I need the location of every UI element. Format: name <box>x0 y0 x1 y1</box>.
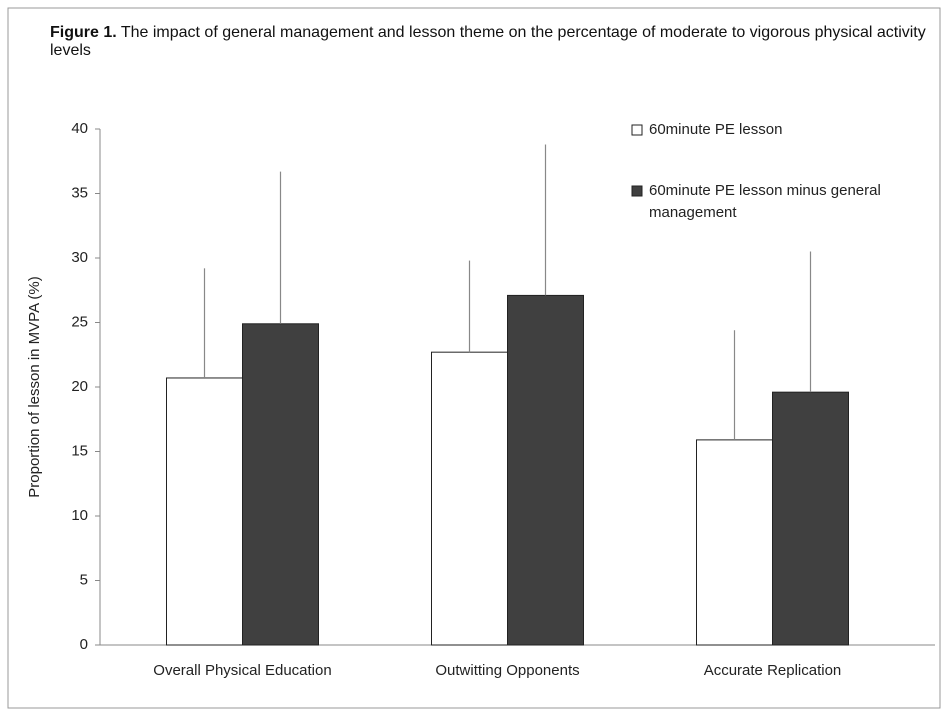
y-tick-label: 40 <box>71 120 88 137</box>
bar <box>431 351 508 646</box>
legend-swatch <box>631 185 643 197</box>
y-axis-label: Proportion of lesson in MVPA (%) <box>26 276 43 497</box>
x-tick-label: Overall Physical Education <box>153 662 331 679</box>
bar <box>507 294 584 646</box>
y-tick-label: 5 <box>80 571 88 588</box>
title: Figure 1. The impact of general manageme… <box>50 24 930 60</box>
bar <box>772 391 849 646</box>
y-tick-label: 15 <box>71 442 88 459</box>
y-tick-label: 10 <box>71 507 88 524</box>
legend-swatch <box>631 124 643 136</box>
y-tick-label: 0 <box>80 636 88 653</box>
y-tick-label: 35 <box>71 184 88 201</box>
title-text: The impact of general management and les… <box>50 24 926 59</box>
bar <box>696 439 773 646</box>
title-prefix: Figure 1. <box>50 24 117 41</box>
y-tick-label: 25 <box>71 313 88 330</box>
y-tick-label: 20 <box>71 378 88 395</box>
x-tick-label: Accurate Replication <box>704 662 842 679</box>
legend-label: 60minute PE lesson <box>649 121 783 138</box>
bar <box>166 377 243 646</box>
bar <box>242 323 319 646</box>
x-tick-label: Outwitting Opponents <box>435 662 579 679</box>
legend-label: 60minute PE lesson minus general managem… <box>649 182 881 221</box>
frame <box>7 7 941 709</box>
y-tick-label: 30 <box>71 249 88 266</box>
